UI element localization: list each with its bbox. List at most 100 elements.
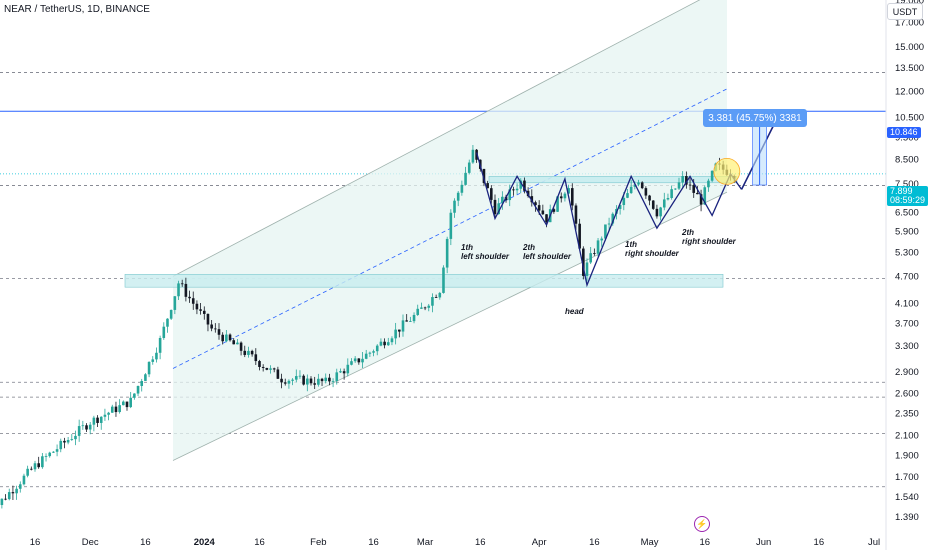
candle-body	[648, 195, 651, 201]
candle-body	[438, 292, 442, 298]
candle-body	[390, 338, 394, 343]
pattern-path[interactable]	[475, 152, 743, 288]
candle-body	[427, 305, 431, 308]
candle-body	[136, 386, 140, 394]
candle-body	[578, 223, 581, 249]
candle-body	[320, 378, 324, 382]
candles	[0, 144, 736, 509]
lightning-icon[interactable]: ⚡	[694, 516, 710, 532]
candle-body	[353, 358, 357, 362]
candle-body	[593, 253, 596, 254]
neckline-zone-rect[interactable]	[488, 176, 738, 184]
candle-body	[350, 361, 353, 365]
support-zone-rect[interactable]	[124, 274, 724, 288]
time-tick: 16	[254, 537, 265, 548]
candle-body	[618, 205, 622, 209]
time-tick: 16	[30, 537, 41, 548]
time-axis[interactable]: 16 Dec 16 2024 16 Feb 16 Mar 16 Apr 16 May 16 Jun 16 Ju…	[30, 537, 880, 548]
channel-lower[interactable]	[172, 191, 728, 461]
candle-body	[269, 368, 272, 370]
candle-body	[559, 196, 563, 199]
candle-body	[221, 334, 224, 342]
price-tick: 5.900	[895, 226, 919, 237]
candle-body	[692, 185, 696, 193]
price-tick: 1.900	[895, 450, 919, 461]
measure-label[interactable]: 3.381 (45.75%) 3381	[703, 109, 807, 127]
candle-body	[493, 199, 497, 215]
candle-body	[88, 424, 92, 430]
candle-body	[644, 188, 648, 196]
price-tick: 2.350	[895, 408, 919, 419]
symbol-title[interactable]: NEAR / TetherUS, 1D, BINANCE	[4, 4, 150, 15]
candle-body	[685, 176, 688, 185]
price-tick: 3.300	[895, 341, 919, 352]
candle-body	[456, 192, 460, 201]
time-tick: 16	[475, 537, 486, 548]
candle-body	[633, 184, 637, 187]
time-tick: Feb	[310, 537, 326, 548]
candle-body	[74, 435, 77, 440]
time-tick: Dec	[82, 537, 99, 548]
candle-body	[449, 212, 453, 239]
candle-body	[254, 354, 258, 362]
candle-body	[66, 439, 70, 443]
candle-body	[287, 380, 291, 384]
time-tick: Apr	[532, 537, 547, 548]
bar-countdown: 08:59:29	[890, 195, 926, 205]
candle-body	[258, 361, 261, 367]
candle-body	[276, 369, 280, 379]
price-tick: 13.500	[895, 63, 924, 74]
time-tick: Jun	[756, 537, 771, 548]
highlight-circle	[713, 157, 741, 185]
candle-body	[250, 350, 254, 355]
candle-body	[155, 352, 158, 360]
candle-body	[420, 307, 423, 309]
current-price-value: 7.899	[890, 186, 913, 196]
candle-body	[239, 342, 243, 351]
candle-body	[217, 329, 221, 335]
candle-body	[107, 412, 110, 415]
candle-body	[666, 198, 670, 200]
candle-body	[501, 196, 504, 204]
candle-body	[699, 194, 703, 205]
candle-body	[339, 371, 342, 373]
candle-body	[324, 377, 328, 382]
candle-body	[0, 498, 4, 506]
candle-body	[184, 283, 188, 297]
candle-body	[92, 417, 96, 425]
candle-body	[188, 296, 191, 299]
candle-body	[530, 196, 534, 203]
candle-body	[670, 189, 673, 199]
candle-body	[22, 475, 26, 485]
candle-body	[471, 149, 475, 163]
currency-button[interactable]: USDT	[887, 3, 923, 20]
candle-body	[556, 196, 559, 212]
candle-body	[30, 468, 33, 470]
candle-body	[460, 184, 464, 193]
candle-body	[357, 358, 361, 363]
candle-body	[596, 240, 600, 254]
time-tick: 16	[814, 537, 825, 548]
candle-body	[637, 182, 640, 185]
time-tick: 16	[699, 537, 710, 548]
candle-body	[206, 313, 210, 325]
candle-body	[541, 210, 545, 215]
candle-body	[173, 296, 177, 310]
label-head: head	[565, 307, 585, 316]
candle-body	[44, 456, 48, 457]
candle-body	[486, 183, 489, 189]
price-tick: 4.100	[895, 298, 919, 309]
price-axis[interactable]: 19.00017.00015.00013.50012.00010.5009.50…	[895, 0, 924, 523]
candle-body	[122, 401, 125, 406]
candle-body	[33, 463, 37, 470]
time-tick: Mar	[417, 537, 433, 548]
candle-body	[570, 188, 574, 206]
candle-body	[467, 162, 471, 173]
time-tick: 16	[589, 537, 600, 548]
time-tick: 2024	[194, 537, 216, 548]
price-tick: 8.500	[895, 154, 919, 165]
candle-body	[317, 378, 320, 385]
candle-body	[103, 414, 107, 417]
channel-upper[interactable]	[172, 0, 727, 277]
